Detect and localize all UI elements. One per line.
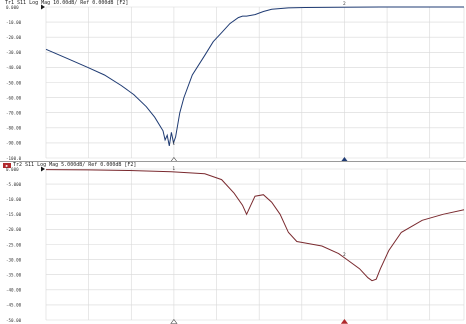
trace2-pane[interactable]: ▶ Tr2 S11 Log Mag 5.000dB/ Ref 0.000dB [… (0, 162, 466, 324)
reference-level-marker[interactable] (41, 166, 45, 172)
y-tick-label: -40.00 (6, 65, 22, 70)
y-tick-label: -35.00 (6, 273, 22, 278)
trace1-plot[interactable]: 0.000 -10.00 -20.00 -30.00 -40.00 -50.00 -60.0… (0, 0, 466, 162)
marker-1-label[interactable]: 1 (172, 166, 175, 172)
y-tick-label: -70.00 (6, 111, 22, 116)
pane-divider (0, 161, 466, 162)
active-trace-badge[interactable]: ▶ (3, 163, 11, 168)
y-tick-label: -30.00 (6, 257, 22, 262)
y-tick-label: -20.00 (6, 227, 22, 232)
marker-1-label[interactable]: 1 (172, 141, 175, 147)
marker-2-label[interactable]: 2 (343, 1, 346, 7)
y-tick-label: 0.000 (6, 5, 19, 10)
trace2-header-label: Tr2 S11 Log Mag 5.000dB/ Ref 0.000dB [F2… (13, 162, 137, 168)
y-tick-label: -30.00 (6, 50, 22, 55)
y-tick-label: -5.000 (6, 182, 22, 187)
trace1-pane[interactable]: Tr1 S11 Log Mag 10.00dB/ Ref 0.000dB [F2… (0, 0, 466, 162)
marker-2-label[interactable]: 2 (343, 252, 346, 258)
y-tick-label: -80.00 (6, 126, 22, 131)
y-tick-label: -50.00 (6, 318, 22, 323)
trace-line (45, 6, 464, 146)
y-tick-label: -60.00 (6, 95, 22, 100)
trace2-plot[interactable]: 0.000 -5.000 -10.00 -15.00 -20.00 -25.00 -30.0… (0, 162, 466, 324)
y-tick-label: -90.00 (6, 141, 22, 146)
trace-line (45, 169, 465, 282)
reference-level-marker[interactable] (41, 4, 45, 10)
trace1-header-label: Tr1 S11 Log Mag 10.00dB/ Ref 0.000dB [F2… (5, 0, 129, 6)
trace1-header: Tr1 S11 Log Mag 10.00dB/ Ref 0.000dB [F2… (0, 0, 466, 7)
y-tick-label: 0.000 (6, 167, 19, 172)
y-tick-label: -15.00 (6, 212, 22, 217)
trace2-header: ▶ Tr2 S11 Log Mag 5.000dB/ Ref 0.000dB [… (0, 162, 466, 169)
y-tick-label: -25.00 (6, 242, 22, 247)
y-tick-label: -100.0 (6, 156, 22, 161)
y-tick-label: -10.00 (6, 197, 22, 202)
y-tick-label: -45.00 (6, 303, 22, 308)
y-tick-label: -40.00 (6, 288, 22, 293)
y-tick-label: -50.00 (6, 80, 22, 85)
y-tick-label: -20.00 (6, 35, 22, 40)
y-tick-label: -10.00 (6, 20, 22, 25)
